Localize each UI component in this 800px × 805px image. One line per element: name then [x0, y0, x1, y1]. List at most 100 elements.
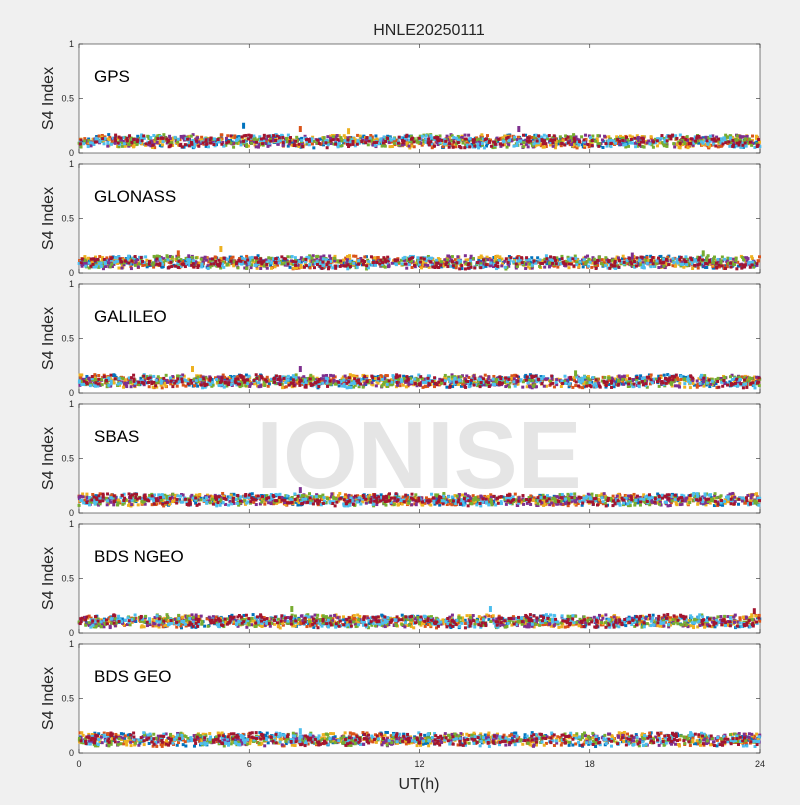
data-point — [247, 137, 250, 140]
data-point — [531, 379, 534, 382]
data-point — [177, 138, 180, 141]
data-point — [563, 144, 566, 147]
data-point — [258, 385, 261, 388]
data-point — [490, 259, 493, 262]
data-point — [750, 144, 753, 147]
data-point — [622, 383, 625, 386]
data-point — [165, 379, 168, 382]
data-point — [452, 146, 455, 149]
data-point — [455, 261, 458, 264]
data-point — [479, 266, 482, 269]
data-point — [187, 254, 190, 257]
data-point — [209, 142, 212, 145]
data-point — [157, 375, 160, 378]
data-point — [650, 135, 653, 138]
data-point — [129, 381, 132, 384]
data-point — [204, 256, 207, 259]
data-point — [404, 262, 407, 265]
data-point — [488, 141, 491, 144]
data-point — [349, 265, 352, 268]
data-point — [240, 263, 243, 266]
data-point — [308, 143, 311, 146]
data-point — [242, 123, 245, 129]
data-point — [537, 134, 540, 137]
data-point — [507, 261, 510, 264]
data-point — [731, 139, 734, 142]
data-point — [217, 138, 220, 141]
data-point — [230, 134, 233, 137]
data-point — [618, 259, 621, 262]
data-point — [572, 264, 575, 267]
data-point — [445, 261, 448, 264]
data-point — [371, 381, 374, 384]
data-point — [141, 139, 144, 142]
data-point — [689, 386, 692, 389]
data-point — [561, 257, 564, 260]
data-point — [334, 267, 337, 270]
data-point — [528, 136, 531, 139]
data-point — [326, 146, 329, 149]
data-point — [195, 256, 198, 259]
data-point — [638, 259, 641, 262]
data-point — [509, 256, 512, 259]
data-point — [671, 134, 674, 137]
data-point — [193, 142, 196, 145]
data-point — [254, 264, 257, 267]
data-point — [617, 266, 620, 269]
data-point — [428, 143, 431, 146]
data-point — [207, 267, 210, 270]
data-point — [652, 140, 655, 143]
data-point — [660, 134, 663, 137]
data-point — [751, 257, 754, 260]
data-point — [697, 259, 700, 262]
data-point — [648, 142, 651, 145]
data-point — [662, 258, 665, 261]
data-point — [410, 257, 413, 260]
data-point — [100, 265, 103, 268]
data-point — [429, 134, 432, 137]
data-point — [394, 262, 397, 265]
data-point — [656, 144, 659, 147]
data-point — [384, 374, 387, 377]
data-point — [587, 265, 590, 268]
data-point — [232, 146, 235, 149]
data-point — [657, 266, 660, 269]
data-point — [367, 260, 370, 263]
data-point — [80, 139, 83, 142]
data-point — [98, 135, 101, 138]
data-point — [205, 143, 208, 146]
data-point — [356, 139, 359, 142]
data-point — [486, 134, 489, 137]
data-point — [612, 264, 615, 267]
data-point — [186, 138, 189, 141]
data-point — [335, 136, 338, 139]
data-point — [308, 140, 311, 143]
data-point — [686, 135, 689, 138]
data-point — [709, 135, 712, 138]
data-point — [300, 139, 303, 142]
data-point — [529, 140, 532, 143]
data-point — [325, 263, 328, 266]
data-point — [122, 386, 125, 389]
data-point — [472, 257, 475, 260]
data-point — [149, 136, 152, 139]
data-point — [333, 257, 336, 260]
data-point — [515, 262, 518, 265]
data-point — [393, 142, 396, 145]
data-point — [352, 143, 355, 146]
data-point — [743, 265, 746, 268]
data-point — [538, 265, 541, 268]
data-point — [321, 267, 324, 270]
data-point — [152, 261, 155, 264]
data-point — [504, 266, 507, 269]
data-point — [104, 262, 107, 265]
data-point — [597, 382, 600, 385]
data-point — [460, 146, 463, 149]
data-point — [286, 140, 289, 143]
data-point — [614, 142, 617, 145]
data-point — [689, 257, 692, 260]
data-point — [444, 374, 447, 377]
data-point — [380, 138, 383, 141]
data-point — [304, 258, 307, 261]
